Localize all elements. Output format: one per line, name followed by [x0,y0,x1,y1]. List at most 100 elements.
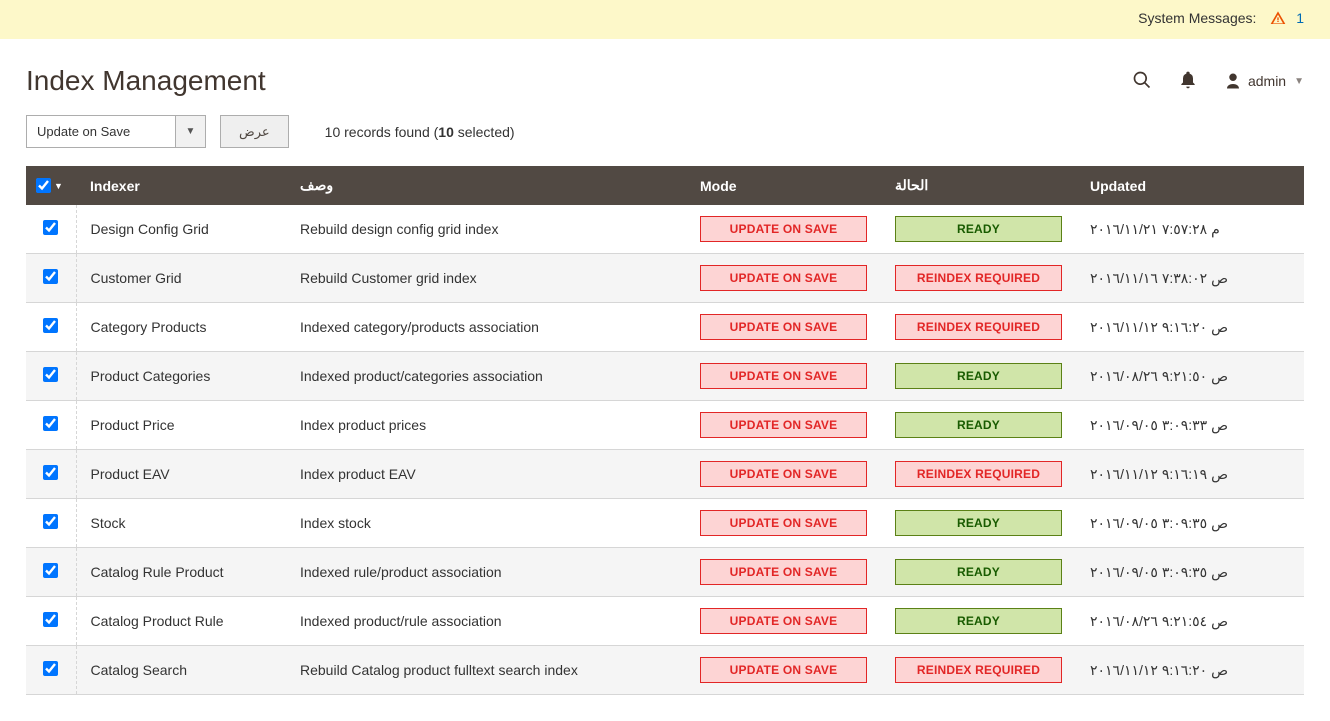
row-indexer: Product Price [76,401,286,450]
mode-badge: UPDATE ON SAVE [700,412,867,438]
row-checkbox-cell [26,352,76,401]
row-indexer: Catalog Rule Product [76,548,286,597]
row-updated: ص ٣:٠٩:٣٣ ٢٠١٦/٠٩/٠٥ [1076,401,1304,450]
row-mode-cell: UPDATE ON SAVE [686,450,881,499]
row-checkbox-cell [26,205,76,254]
row-description: Indexed product/rule association [286,597,686,646]
row-mode-cell: UPDATE ON SAVE [686,401,881,450]
mass-action-select[interactable]: Update on Save [26,115,176,148]
status-badge-ready: READY [895,510,1062,536]
row-indexer: Customer Grid [76,254,286,303]
row-checkbox[interactable] [43,416,58,431]
row-updated: ص ٧:٣٨:٠٢ ٢٠١٦/١١/١٦ [1076,254,1304,303]
mode-badge: UPDATE ON SAVE [700,657,867,683]
mode-badge: UPDATE ON SAVE [700,363,867,389]
table-row: Product CategoriesIndexed product/catego… [26,352,1304,401]
mode-badge: UPDATE ON SAVE [700,461,867,487]
row-checkbox[interactable] [43,661,58,676]
status-badge-ready: READY [895,608,1062,634]
column-header-checkbox: ▼ [26,166,76,205]
row-checkbox-cell [26,303,76,352]
row-checkbox[interactable] [43,563,58,578]
mode-badge: UPDATE ON SAVE [700,216,867,242]
row-indexer: Category Products [76,303,286,352]
row-status-cell: READY [881,548,1076,597]
table-row: Catalog SearchRebuild Catalog product fu… [26,646,1304,695]
admin-user-menu[interactable]: admin ▼ [1224,72,1304,90]
mode-badge: UPDATE ON SAVE [700,559,867,585]
page-header: Index Management admin ▼ [0,39,1330,115]
row-checkbox-cell [26,450,76,499]
table-row: Product EAVIndex product EAV UPDATE ON SA… [26,450,1304,499]
search-icon[interactable] [1132,70,1152,93]
column-header-updated: Updated [1076,166,1304,205]
submit-button[interactable]: عرض [220,115,289,148]
mode-badge: UPDATE ON SAVE [700,510,867,536]
system-messages-label: System Messages: [1138,10,1256,26]
page-title: Index Management [26,65,266,97]
column-header-status: الحالة [881,166,1076,205]
row-checkbox[interactable] [43,269,58,284]
row-checkbox[interactable] [43,514,58,529]
row-checkbox[interactable] [43,367,58,382]
row-indexer: Design Config Grid [76,205,286,254]
row-indexer: Stock [76,499,286,548]
row-status-cell: READY [881,205,1076,254]
table-row: StockIndex stock UPDATE ON SAVE READY ص ٣:٠… [26,499,1304,548]
mode-badge: UPDATE ON SAVE [700,314,867,340]
index-grid: ▼ Indexer وصف Mode الحالة Updated Design… [0,166,1330,721]
row-indexer: Catalog Search [76,646,286,695]
status-badge-ready: READY [895,363,1062,389]
row-checkbox-cell [26,401,76,450]
table-row: Design Config GridRebuild design config … [26,205,1304,254]
select-all-dropdown-icon[interactable]: ▼ [54,181,63,191]
header-actions: admin ▼ [1132,70,1304,93]
row-status-cell: REINDEX REQUIRED [881,450,1076,499]
row-checkbox[interactable] [43,318,58,333]
column-header-mode: Mode [686,166,881,205]
row-checkbox-cell [26,499,76,548]
row-mode-cell: UPDATE ON SAVE [686,646,881,695]
mass-action-control: Update on Save ▼ [26,115,206,148]
row-status-cell: READY [881,499,1076,548]
status-badge-reindex: REINDEX REQUIRED [895,461,1062,487]
row-mode-cell: UPDATE ON SAVE [686,499,881,548]
row-description: Rebuild design config grid index [286,205,686,254]
row-status-cell: READY [881,352,1076,401]
select-all-checkbox[interactable] [36,178,51,193]
row-indexer: Product Categories [76,352,286,401]
status-badge-reindex: REINDEX REQUIRED [895,657,1062,683]
records-found-label: 10 records found (10 selected) [325,124,515,140]
row-description: Index product prices [286,401,686,450]
row-updated: ص ٣:٠٩:٣٥ ٢٠١٦/٠٩/٠٥ [1076,548,1304,597]
row-checkbox-cell [26,548,76,597]
row-checkbox-cell [26,646,76,695]
row-updated: ص ٩:١٦:٢٠ ٢٠١٦/١١/١٢ [1076,646,1304,695]
row-checkbox[interactable] [43,612,58,627]
system-messages-bar: System Messages: 1 [0,0,1330,39]
row-mode-cell: UPDATE ON SAVE [686,548,881,597]
notifications-icon[interactable] [1178,70,1198,93]
row-description: Indexed rule/product association [286,548,686,597]
row-updated: ص ٩:١٦:١٩ ٢٠١٦/١١/١٢ [1076,450,1304,499]
row-description: Index product EAV [286,450,686,499]
row-indexer: Product EAV [76,450,286,499]
grid-toolbar: Update on Save ▼ عرض 10 records found (1… [0,115,1330,166]
chevron-down-icon: ▼ [1294,76,1304,87]
status-badge-ready: READY [895,412,1062,438]
row-mode-cell: UPDATE ON SAVE [686,205,881,254]
mass-action-toggle[interactable]: ▼ [176,115,206,148]
row-checkbox-cell [26,254,76,303]
status-badge-reindex: REINDEX REQUIRED [895,265,1062,291]
row-updated: ص ٣:٠٩:٣٥ ٢٠١٦/٠٩/٠٥ [1076,499,1304,548]
status-badge-ready: READY [895,216,1062,242]
row-description: Rebuild Catalog product fulltext search … [286,646,686,695]
row-indexer: Catalog Product Rule [76,597,286,646]
row-status-cell: READY [881,401,1076,450]
column-header-description: وصف [286,166,686,205]
row-checkbox[interactable] [43,465,58,480]
row-description: Index stock [286,499,686,548]
table-row: Category ProductsIndexed category/produc… [26,303,1304,352]
system-messages-count[interactable]: 1 [1296,10,1304,26]
row-checkbox[interactable] [43,220,58,235]
